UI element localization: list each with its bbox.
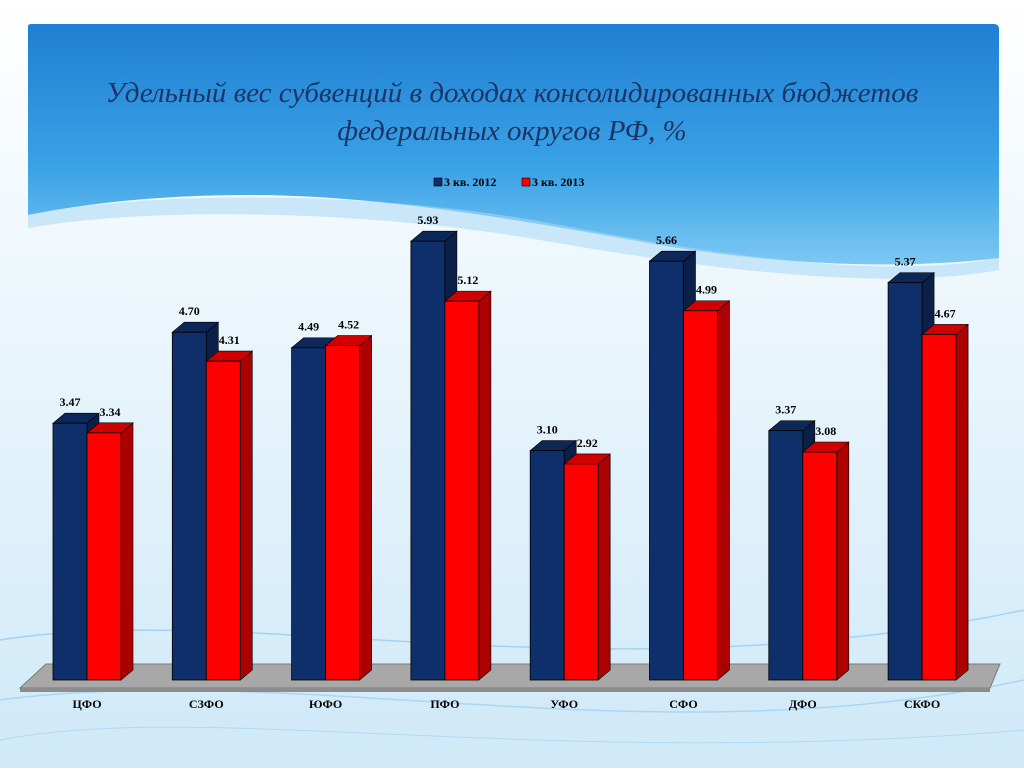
bar-ПФО-2 bbox=[444, 300, 480, 681]
data-label-ЦФО-1: 3.47 bbox=[60, 395, 81, 409]
data-label-ЦФО-2: 3.34 bbox=[100, 405, 121, 419]
data-label-УФО-2: 2.92 bbox=[577, 436, 598, 450]
slide-title: Удельный вес субвенций в доходах консоли… bbox=[105, 77, 919, 147]
legend-label-1: 3 кв. 2012 bbox=[444, 175, 496, 189]
bar-СФО-2 bbox=[683, 310, 718, 681]
bar-ДФО-2 bbox=[802, 451, 838, 681]
data-label-СКФО-1: 5.37 bbox=[895, 255, 916, 269]
data-label-СЗФО-1: 4.70 bbox=[179, 304, 200, 318]
bar-СЗФО-2 bbox=[205, 360, 241, 681]
bar-side-СФО-2 bbox=[717, 300, 730, 681]
bar-side-ЮФО-2 bbox=[359, 334, 372, 681]
data-label-ПФО-1: 5.93 bbox=[417, 213, 438, 227]
data-label-СЗФО-2: 4.31 bbox=[219, 333, 240, 347]
category-label-ЮФО: ЮФО bbox=[309, 697, 342, 711]
bar-УФО-2 bbox=[563, 463, 599, 681]
bar-ДФО-1 bbox=[768, 430, 804, 681]
data-label-СКФО-2: 4.67 bbox=[935, 306, 956, 320]
data-label-ПФО-2: 5.12 bbox=[457, 273, 478, 287]
bar-side-ДФО-2 bbox=[836, 441, 850, 681]
data-label-ЮФО-2: 4.52 bbox=[338, 318, 359, 332]
header-band bbox=[28, 24, 999, 265]
legend-swatch-1 bbox=[433, 177, 443, 187]
bar-СФО-1 bbox=[649, 260, 684, 681]
data-label-ЮФО-1: 4.49 bbox=[298, 320, 319, 334]
bar-side-ПФО-2 bbox=[478, 290, 492, 681]
category-label-ПФО: ПФО bbox=[430, 697, 459, 711]
data-label-ДФО-2: 3.08 bbox=[815, 424, 836, 438]
category-label-ЦФО: ЦФО bbox=[72, 697, 101, 711]
bar-ПФО-1 bbox=[410, 240, 446, 681]
bar-ЮФО-2 bbox=[325, 345, 361, 681]
category-label-СЗФО: СЗФО bbox=[189, 697, 224, 711]
bar-УФО-1 bbox=[529, 450, 565, 681]
bar-side-УФО-2 bbox=[597, 453, 611, 681]
legend-label-2: 3 кв. 2013 bbox=[532, 175, 584, 189]
chart-floor bbox=[18, 663, 1001, 689]
bar-side-СЗФО-2 bbox=[240, 350, 253, 681]
bar-СКФО-1 bbox=[887, 282, 923, 681]
data-label-СФО-2: 4.99 bbox=[696, 283, 717, 297]
data-label-УФО-1: 3.10 bbox=[537, 423, 558, 437]
bar-ЦФО-1 bbox=[52, 422, 88, 681]
bar-side-СКФО-2 bbox=[955, 323, 969, 681]
bar-side-ЦФО-2 bbox=[120, 422, 134, 681]
data-label-ДФО-1: 3.37 bbox=[775, 403, 796, 417]
category-label-ДФО: ДФО bbox=[789, 697, 817, 711]
bar-СКФО-2 bbox=[921, 334, 957, 681]
bar-ЦФО-2 bbox=[86, 432, 122, 681]
bar-СЗФО-1 bbox=[171, 331, 207, 681]
data-label-СФО-1: 5.66 bbox=[656, 233, 677, 247]
category-label-УФО: УФО bbox=[550, 697, 578, 711]
chart-floor-edge bbox=[20, 688, 990, 692]
category-label-СФО: СФО bbox=[669, 697, 697, 711]
bar-ЮФО-1 bbox=[291, 347, 327, 681]
legend-swatch-2 bbox=[521, 177, 531, 187]
category-label-СКФО: СКФО bbox=[904, 697, 940, 711]
